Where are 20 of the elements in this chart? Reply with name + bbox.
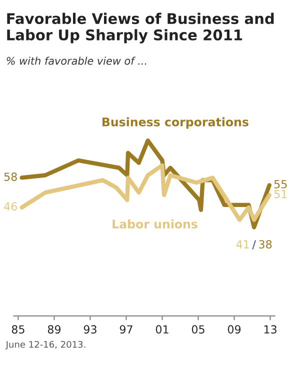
x-tick-label: 89: [48, 325, 61, 334]
data-label: 38: [259, 240, 272, 249]
x-tick-label: 13: [264, 325, 276, 334]
data-label: 41: [236, 240, 249, 248]
x-tick-label: 01: [156, 325, 168, 334]
chart-subtitle: % with favorable view of ...: [6, 56, 146, 65]
x-tick-label: 05: [192, 325, 204, 334]
x-tick-label: 85: [12, 325, 24, 334]
text: /: [252, 240, 256, 250]
data-label: 46: [4, 202, 17, 211]
data-label: 58: [4, 172, 17, 181]
chart-title: Favorable Views of Business and Labor Up Sharply Since 2011: [7, 12, 274, 44]
data-label: 55: [274, 180, 287, 188]
text: Business corporations: [102, 117, 248, 129]
text: Labor unions: [112, 219, 198, 229]
x-tick-label: 97: [120, 325, 132, 334]
x-tick-label: 93: [84, 325, 96, 334]
data-label: 51: [274, 190, 287, 198]
x-tick-label: 09: [228, 325, 241, 334]
text: June 12-16, 2013.: [5, 340, 86, 350]
